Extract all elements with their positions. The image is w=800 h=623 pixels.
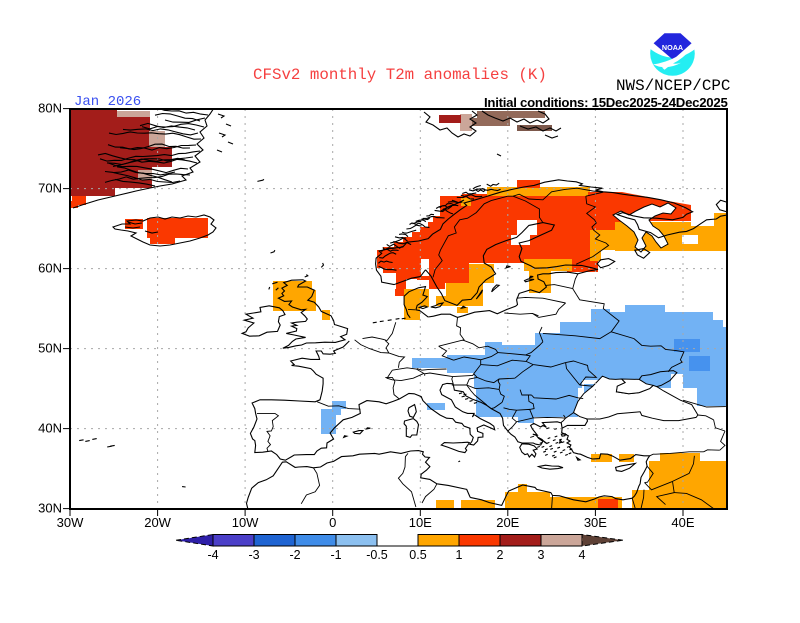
svg-text:80N: 80N	[38, 101, 62, 116]
svg-text:Initial conditions: 15Dec2025-: Initial conditions: 15Dec2025-24Dec2025	[484, 95, 728, 110]
svg-text:2: 2	[497, 548, 504, 562]
svg-text:NWS/NCEP/CPC: NWS/NCEP/CPC	[616, 77, 730, 95]
svg-text:4: 4	[579, 548, 586, 562]
svg-text:30E: 30E	[584, 515, 607, 530]
svg-text:-1: -1	[330, 548, 341, 562]
svg-text:0.5: 0.5	[409, 548, 426, 562]
svg-text:60N: 60N	[38, 261, 62, 276]
svg-text:0: 0	[329, 515, 336, 530]
svg-text:3: 3	[538, 548, 545, 562]
svg-text:40E: 40E	[671, 515, 694, 530]
svg-text:NOAA: NOAA	[662, 43, 683, 52]
svg-text:50N: 50N	[38, 341, 62, 356]
svg-text:-4: -4	[207, 548, 218, 562]
svg-text:20E: 20E	[496, 515, 519, 530]
svg-text:-0.5: -0.5	[366, 548, 388, 562]
svg-text:Jan 2026: Jan 2026	[74, 94, 141, 110]
svg-text:20W: 20W	[144, 515, 171, 530]
svg-text:70N: 70N	[38, 181, 62, 196]
svg-text:10W: 10W	[232, 515, 259, 530]
svg-text:-3: -3	[248, 548, 259, 562]
svg-text:CFSv2 monthly T2m anomalies (K: CFSv2 monthly T2m anomalies (K)	[253, 66, 547, 84]
svg-text:40N: 40N	[38, 421, 62, 436]
svg-text:10E: 10E	[409, 515, 432, 530]
svg-text:1: 1	[456, 548, 463, 562]
svg-text:30W: 30W	[57, 515, 84, 530]
svg-text:-2: -2	[289, 548, 300, 562]
svg-text:30N: 30N	[38, 501, 62, 516]
